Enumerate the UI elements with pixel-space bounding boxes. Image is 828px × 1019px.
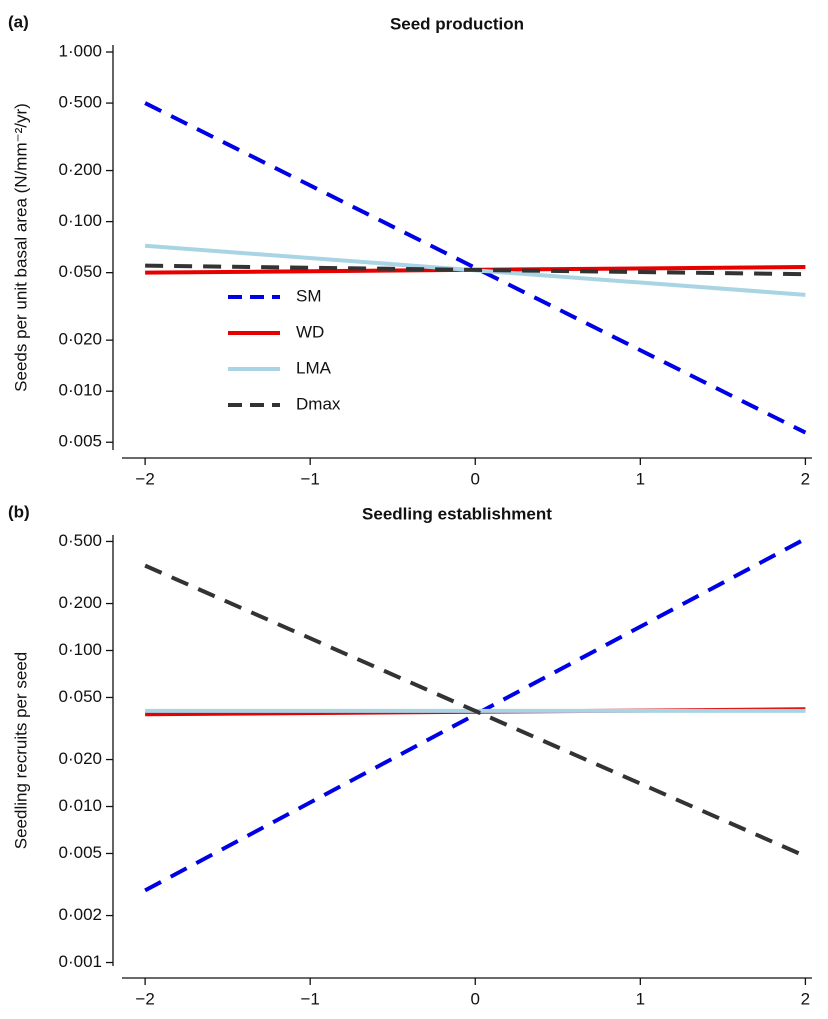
series-line bbox=[145, 263, 806, 277]
y-tick-label: 0·005 bbox=[59, 843, 102, 862]
y-tick-label: 0·200 bbox=[59, 160, 102, 179]
series-line bbox=[144, 101, 807, 435]
y-tick-label: 0·200 bbox=[59, 593, 102, 612]
y-tick-label: 1·000 bbox=[59, 42, 102, 61]
y-tick-label: 0·020 bbox=[59, 330, 102, 349]
series-line bbox=[144, 537, 807, 893]
y-tick-label: 0·010 bbox=[59, 796, 102, 815]
y-tick-label: 0·002 bbox=[59, 905, 102, 924]
x-tick-label: −1 bbox=[300, 989, 319, 1008]
y-tick-label: 0·050 bbox=[59, 687, 102, 706]
y-axis-label: Seedling recruits per seed bbox=[11, 652, 30, 850]
panel-label: (b) bbox=[8, 502, 30, 521]
y-axis-label: Seeds per unit basal area (N/mm⁻²/yr) bbox=[11, 103, 30, 392]
y-tick-label: 0·100 bbox=[59, 640, 102, 659]
y-tick-label: 0·001 bbox=[59, 952, 102, 971]
x-tick-label: 2 bbox=[801, 469, 810, 488]
y-tick-label: 0·100 bbox=[59, 211, 102, 230]
legend-label: Dmax bbox=[296, 394, 341, 413]
chart-title: Seed production bbox=[390, 14, 524, 33]
x-tick-label: −2 bbox=[135, 989, 154, 1008]
legend-label: LMA bbox=[296, 358, 332, 377]
x-tick-label: 2 bbox=[801, 989, 810, 1008]
y-tick-label: 0·005 bbox=[59, 432, 102, 451]
x-tick-label: 1 bbox=[636, 989, 645, 1008]
y-tick-label: 0·500 bbox=[59, 531, 102, 550]
x-tick-label: −1 bbox=[300, 469, 319, 488]
y-tick-label: 0·010 bbox=[59, 381, 102, 400]
chart-title: Seedling establishment bbox=[362, 504, 552, 523]
y-tick-label: 0·020 bbox=[59, 749, 102, 768]
panel-label: (a) bbox=[8, 12, 29, 31]
x-tick-label: −2 bbox=[135, 469, 154, 488]
legend-label: SM bbox=[296, 286, 322, 305]
y-tick-label: 0·050 bbox=[59, 262, 102, 281]
series-line bbox=[144, 563, 807, 859]
x-tick-label: 0 bbox=[471, 469, 480, 488]
legend-label: WD bbox=[296, 322, 324, 341]
x-tick-label: 1 bbox=[636, 469, 645, 488]
y-tick-label: 0·500 bbox=[59, 93, 102, 112]
x-tick-label: 0 bbox=[471, 989, 480, 1008]
